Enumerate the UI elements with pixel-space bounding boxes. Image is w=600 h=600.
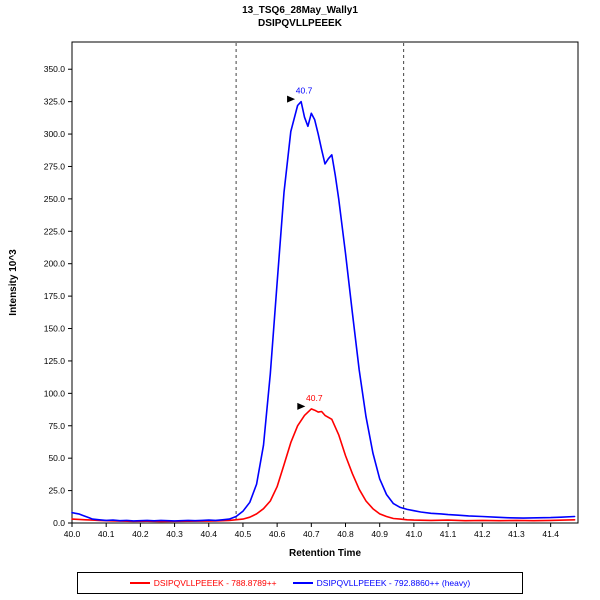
svg-text:275.0: 275.0 <box>44 161 66 171</box>
chart-title: 13_TSQ6_28May_Wally1 <box>242 5 358 16</box>
svg-text:40.0: 40.0 <box>64 529 81 539</box>
svg-text:41.3: 41.3 <box>508 529 525 539</box>
svg-text:40.3: 40.3 <box>166 529 183 539</box>
svg-text:41.4: 41.4 <box>542 529 559 539</box>
svg-text:0.0: 0.0 <box>53 518 65 528</box>
svg-text:40.5: 40.5 <box>235 529 252 539</box>
svg-text:41.1: 41.1 <box>440 529 457 539</box>
svg-text:40.7: 40.7 <box>306 393 323 403</box>
svg-text:125.0: 125.0 <box>44 356 66 366</box>
svg-text:175.0: 175.0 <box>44 291 66 301</box>
svg-text:40.9: 40.9 <box>371 529 388 539</box>
svg-text:40.8: 40.8 <box>337 529 354 539</box>
svg-text:350.0: 350.0 <box>44 64 66 74</box>
svg-text:225.0: 225.0 <box>44 226 66 236</box>
chart-titles: 13_TSQ6_28May_Wally1 DSIPQVLLPEEEK <box>0 4 600 30</box>
legend-item-light: DSIPQVLLPEEEK - 788.8789++ <box>129 578 277 588</box>
svg-text:200.0: 200.0 <box>44 259 66 269</box>
chart-subtitle-peptide: DSIPQVLLPEEEK <box>258 18 342 29</box>
svg-text:250.0: 250.0 <box>44 194 66 204</box>
svg-text:Intensity 10^3: Intensity 10^3 <box>8 249 19 316</box>
svg-text:40.7: 40.7 <box>296 86 313 96</box>
svg-text:325.0: 325.0 <box>44 97 66 107</box>
svg-text:300.0: 300.0 <box>44 129 66 139</box>
svg-text:100.0: 100.0 <box>44 388 66 398</box>
red-line-swatch <box>129 582 150 584</box>
legend: DSIPQVLLPEEEK - 788.8789++ DSIPQVLLPEEEK… <box>77 572 523 594</box>
svg-text:41.0: 41.0 <box>406 529 423 539</box>
svg-text:40.7: 40.7 <box>303 529 320 539</box>
svg-text:Retention Time: Retention Time <box>289 548 361 559</box>
legend-label-light: DSIPQVLLPEEEK - 788.8789++ <box>153 578 277 588</box>
svg-text:50.0: 50.0 <box>48 453 65 463</box>
svg-text:40.6: 40.6 <box>269 529 286 539</box>
svg-text:75.0: 75.0 <box>48 421 65 431</box>
svg-text:41.2: 41.2 <box>474 529 491 539</box>
blue-line-swatch <box>292 582 313 584</box>
svg-text:150.0: 150.0 <box>44 324 66 334</box>
svg-text:40.1: 40.1 <box>98 529 115 539</box>
legend-item-heavy: DSIPQVLLPEEEK - 792.8860++ (heavy) <box>292 578 471 588</box>
svg-text:40.4: 40.4 <box>200 529 217 539</box>
svg-text:40.2: 40.2 <box>132 529 149 539</box>
svg-text:25.0: 25.0 <box>48 486 65 496</box>
legend-label-heavy: DSIPQVLLPEEEK - 792.8860++ (heavy) <box>316 578 471 588</box>
